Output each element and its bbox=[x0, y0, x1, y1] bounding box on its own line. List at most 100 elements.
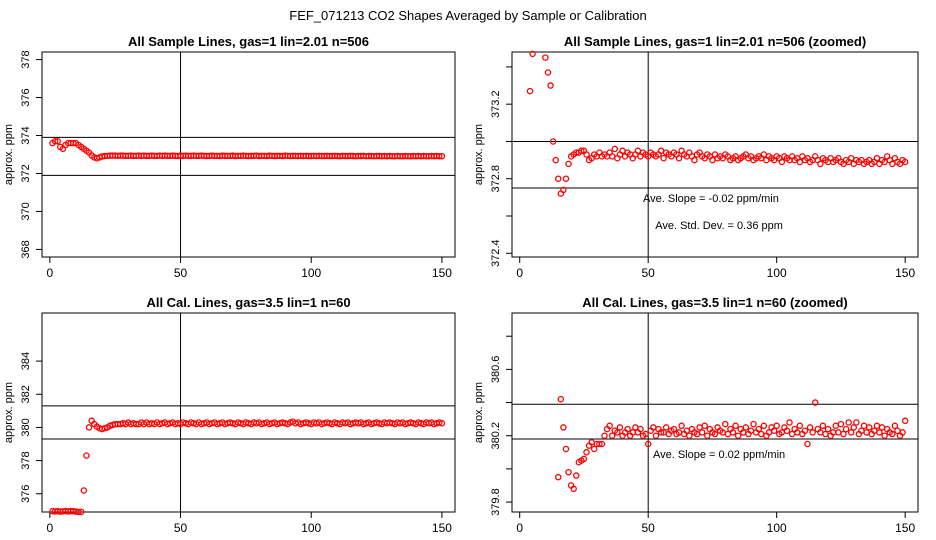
data-point bbox=[562, 175, 570, 182]
data-point bbox=[565, 468, 572, 476]
data-point bbox=[755, 425, 762, 433]
y-tick-label: 372 bbox=[20, 164, 32, 182]
data-point bbox=[722, 420, 729, 428]
y-axis-label: approx. ppm bbox=[473, 124, 485, 185]
x-tick-label: 0 bbox=[46, 521, 53, 535]
data-point bbox=[80, 487, 88, 494]
plot-frame bbox=[41, 51, 456, 258]
x-tick-label: 0 bbox=[516, 266, 523, 280]
data-point bbox=[729, 429, 737, 436]
data-point bbox=[850, 424, 858, 431]
data-point bbox=[686, 432, 693, 439]
data-point bbox=[608, 432, 616, 439]
x-tick-label: 100 bbox=[767, 521, 787, 535]
data-point bbox=[572, 472, 580, 479]
data-point bbox=[598, 440, 606, 448]
data-point bbox=[770, 427, 778, 434]
panel-title: All Cal. Lines, gas=3.5 lin=1 n=60 bbox=[146, 295, 350, 310]
figure-title: FEF_071213 CO2 Shapes Averaged by Sample… bbox=[289, 8, 646, 23]
y-axis-label: approx. ppm bbox=[473, 382, 485, 443]
x-tick-label: 50 bbox=[642, 266, 656, 280]
data-point bbox=[596, 440, 603, 448]
data-point bbox=[580, 455, 588, 463]
plot-frame bbox=[511, 51, 919, 258]
data-point bbox=[616, 424, 624, 431]
y-tick-label: 376 bbox=[20, 485, 32, 503]
data-point bbox=[853, 419, 860, 426]
annotation-text: Ave. Slope = -0.02 ppm/min bbox=[643, 193, 779, 205]
x-tick-label: 50 bbox=[174, 266, 188, 280]
y-tick-label: 379.8 bbox=[490, 488, 502, 516]
data-point bbox=[75, 508, 82, 516]
data-point bbox=[824, 425, 832, 433]
data-point bbox=[583, 449, 590, 456]
data-point bbox=[54, 137, 61, 145]
data-point bbox=[876, 429, 883, 436]
data-point bbox=[77, 508, 85, 516]
data-point bbox=[560, 424, 567, 431]
data-point bbox=[549, 138, 557, 145]
panel-cal-lines: All Cal. Lines, gas=3.5 lin=1 n=60 0 50 100… bbox=[3, 295, 456, 535]
data-point bbox=[438, 420, 446, 427]
data-point bbox=[786, 419, 793, 426]
data-point bbox=[644, 440, 652, 448]
data-point bbox=[804, 440, 811, 448]
data-point bbox=[783, 427, 791, 434]
x-tick-label: 0 bbox=[46, 266, 53, 280]
annotation-text: Ave. Std. Dev. = 0.36 ppm bbox=[655, 220, 783, 232]
data-point bbox=[542, 54, 549, 61]
panel-title: All Cal. Lines, gas=3.5 lin=1 n=60 (zoom… bbox=[582, 295, 848, 310]
y-tick-label: 382 bbox=[20, 385, 32, 403]
data-point bbox=[611, 145, 619, 153]
data-point bbox=[637, 425, 644, 433]
plot-frame bbox=[511, 312, 919, 513]
y-tick-label: 374 bbox=[20, 126, 32, 144]
x-tick-label: 0 bbox=[516, 521, 523, 535]
data-point bbox=[557, 395, 565, 403]
data-point bbox=[85, 424, 93, 431]
y-tick-label: 370 bbox=[20, 202, 32, 220]
data-point bbox=[701, 422, 708, 430]
y-axis-label: approx. ppm bbox=[3, 382, 15, 443]
x-tick-label: 100 bbox=[767, 266, 787, 280]
y-tick-label: 378 bbox=[20, 50, 32, 68]
panel-title: All Sample Lines, gas=1 lin=2.01 n=506 (… bbox=[564, 34, 866, 49]
data-point bbox=[704, 432, 711, 439]
data-point bbox=[837, 420, 845, 428]
data-point bbox=[555, 175, 562, 182]
data-point bbox=[544, 69, 552, 76]
data-point bbox=[657, 429, 665, 436]
plot-frame bbox=[41, 312, 456, 513]
data-point bbox=[570, 485, 577, 493]
y-tick-label: 372.8 bbox=[490, 165, 502, 193]
data-point bbox=[547, 82, 554, 89]
data-point bbox=[51, 137, 59, 145]
data-point bbox=[778, 158, 786, 166]
data-point bbox=[560, 186, 567, 194]
data-point bbox=[565, 160, 572, 168]
data-point bbox=[562, 445, 570, 453]
panel-cal-lines-zoomed: All Cal. Lines, gas=3.5 lin=1 n=60 (zoom… bbox=[473, 295, 919, 535]
data-point bbox=[806, 424, 814, 431]
data-point bbox=[889, 430, 896, 438]
x-tick-label: 100 bbox=[301, 266, 321, 280]
data-point bbox=[901, 417, 909, 425]
y-tick-label: 380.6 bbox=[490, 356, 502, 384]
data-point bbox=[436, 152, 443, 160]
data-point bbox=[796, 422, 804, 430]
x-tick-label: 150 bbox=[895, 521, 915, 535]
y-tick-label: 372.4 bbox=[490, 240, 502, 268]
data-point bbox=[773, 422, 780, 430]
data-point bbox=[578, 147, 585, 155]
data-point bbox=[526, 87, 534, 95]
y-tick-label: 378 bbox=[20, 451, 32, 469]
y-tick-label: 368 bbox=[20, 240, 32, 258]
panel-sample-lines: All Sample Lines, gas=1 lin=2.01 n=506 0 5… bbox=[3, 34, 456, 280]
data-point bbox=[678, 422, 685, 430]
data-point bbox=[662, 424, 670, 431]
y-tick-label: 384 bbox=[20, 352, 32, 370]
data-point bbox=[552, 156, 559, 164]
data-point bbox=[698, 429, 706, 436]
data-point bbox=[845, 419, 852, 426]
